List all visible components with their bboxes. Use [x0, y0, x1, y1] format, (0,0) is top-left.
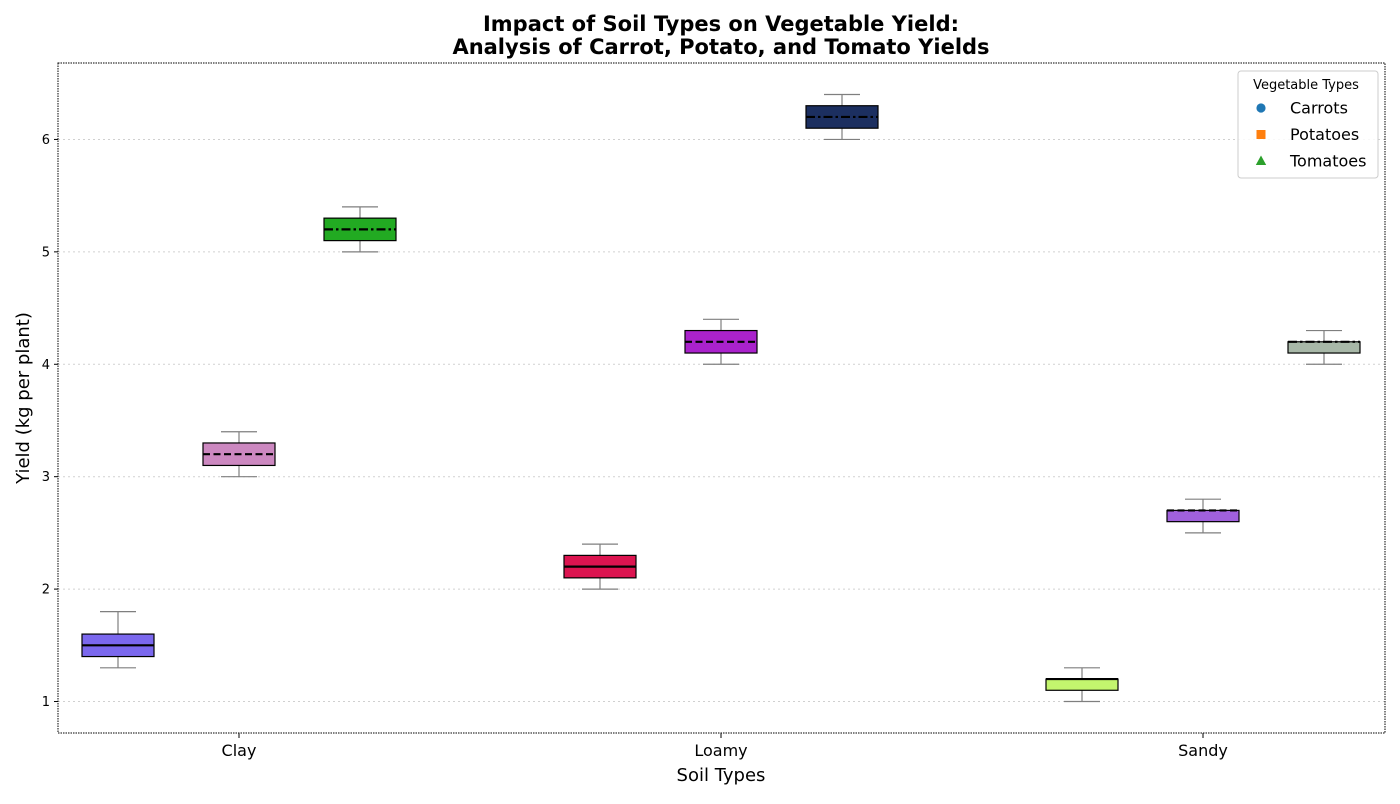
y-axis-ticks: 1 2 3 4 5 6 [42, 133, 58, 710]
iqr-box [1287, 341, 1361, 354]
box-group [323, 206, 397, 253]
y-tick-label: 3 [42, 470, 50, 485]
legend-title: Vegetable Types [1253, 78, 1359, 93]
chart-title: Impact of Soil Types on Vegetable Yield: [483, 12, 959, 36]
boxes-layer [81, 93, 1361, 703]
y-tick-label: 4 [42, 358, 50, 373]
x-tick-label: Loamy [694, 741, 747, 760]
y-tick-label: 2 [42, 583, 50, 598]
y-tick-label: 1 [42, 695, 50, 710]
box-group [563, 543, 637, 590]
legend-label: Tomatoes [1289, 152, 1366, 171]
plot-frame [57, 62, 1386, 734]
box-group [805, 93, 879, 141]
box-group [1287, 329, 1361, 365]
box-group [684, 318, 758, 365]
iqr-box [1045, 678, 1119, 691]
y-tick-label: 5 [42, 245, 50, 260]
x-tick-label: Sandy [1178, 741, 1228, 760]
grid-lines [58, 138, 1385, 703]
box-group [202, 431, 276, 478]
legend-frame [1237, 70, 1379, 179]
legend: Vegetable Types Carrots Potatoes Tomatoes [1237, 70, 1379, 179]
box-group [1166, 498, 1240, 534]
legend-label: Carrots [1290, 99, 1348, 118]
x-axis-label: Soil Types [677, 765, 766, 786]
x-tick-label: Clay [222, 741, 257, 760]
y-tick-label: 6 [42, 133, 50, 148]
iqr-box [1166, 509, 1240, 523]
legend-marker-square [1256, 130, 1266, 139]
legend-marker-circle [1256, 103, 1266, 113]
box-group [81, 610, 155, 669]
legend-marker-triangle [1255, 155, 1267, 165]
legend-label: Potatoes [1290, 125, 1359, 144]
x-axis-ticks: Clay Loamy Sandy [222, 733, 1228, 760]
y-axis-label: Yield (kg per plant) [13, 312, 34, 485]
chart-subtitle: Analysis of Carrot, Potato, and Tomato Y… [452, 35, 989, 59]
box-group [1045, 667, 1119, 703]
